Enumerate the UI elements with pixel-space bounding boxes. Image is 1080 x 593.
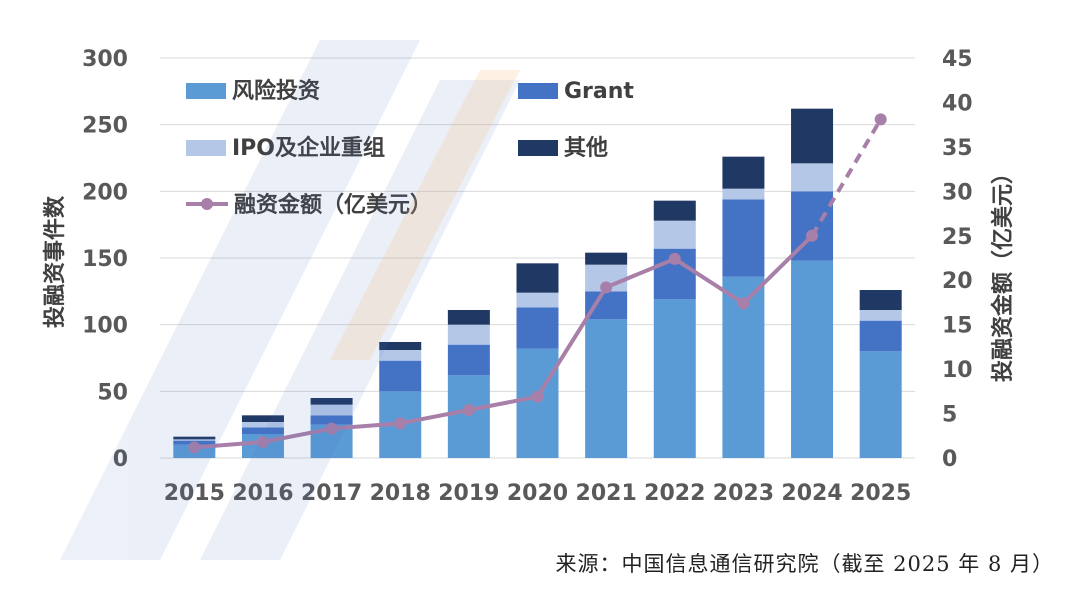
bar-segment [722, 199, 765, 277]
line-point [600, 281, 613, 294]
line-point [325, 422, 338, 435]
bar-segment [722, 156, 765, 189]
legend-label: 风险投资 [232, 78, 320, 104]
bar-segment [859, 290, 902, 310]
bar-segment [241, 427, 284, 434]
legend-swatch [518, 83, 558, 99]
bar-segment [173, 436, 216, 440]
y-left-tick-label: 50 [97, 380, 128, 405]
bar-segment [859, 310, 902, 321]
y-right-tick-label: 5 [942, 403, 957, 428]
legend-swatch [518, 140, 558, 156]
line-point [188, 441, 201, 454]
legend-label: 其他 [564, 136, 608, 161]
y-right-tick-label: 35 [942, 136, 973, 161]
bar-segment [379, 360, 422, 392]
legend-label: 融资金额（亿美元） [234, 192, 432, 218]
legend-line-marker [201, 198, 213, 210]
y-left-axis-title: 投融资事件数 [42, 195, 68, 328]
bar-segment [447, 375, 490, 458]
bar-segment [310, 415, 353, 425]
y-right-tick-label: 30 [942, 180, 973, 205]
y-left-tick-label: 0 [113, 447, 128, 472]
x-tick-label: 2016 [232, 481, 293, 506]
line-point [256, 436, 269, 448]
bar-segment [447, 310, 490, 325]
bar-segment [241, 415, 284, 422]
bar-segment [447, 344, 490, 376]
line-point [737, 297, 750, 310]
line-series-dashed [810, 118, 883, 237]
y-right-tick-label: 15 [942, 314, 973, 339]
bar-segment [722, 188, 765, 200]
y-right-axis-title: 投融资金额（亿美元） [990, 162, 1016, 382]
x-tick-label: 2024 [781, 481, 842, 506]
bar-segment [241, 422, 284, 428]
y-right-tick-label: 0 [942, 447, 957, 472]
x-tick-label: 2018 [370, 481, 431, 506]
bar-segment [173, 439, 216, 441]
y-right-tick-label: 10 [942, 358, 973, 383]
line-point [394, 417, 407, 430]
bar-segment [447, 324, 490, 345]
bar-segment [585, 252, 628, 265]
bar-segment [310, 398, 353, 405]
x-tick-label: 2022 [644, 481, 705, 506]
x-tick-label: 2021 [576, 481, 637, 506]
bar-segment [379, 342, 422, 350]
x-tick-label: 2017 [301, 481, 362, 506]
y-right-tick-label: 20 [942, 269, 973, 294]
line-point [531, 390, 544, 403]
source-note: 来源：中国信息通信研究院（截至 2025 年 8 月） [555, 552, 1054, 576]
line-point [874, 113, 887, 126]
legend-swatch [186, 83, 226, 99]
line-point [462, 404, 475, 416]
bar-segment [653, 220, 696, 249]
y-right-tick-label: 40 [942, 91, 973, 116]
y-left-tick-label: 200 [82, 180, 128, 205]
y-right-tick-label: 45 [942, 47, 973, 72]
legend-label: Grant [564, 79, 634, 104]
bar-segment [516, 307, 559, 349]
bar-segment [585, 319, 628, 458]
bar-segment [653, 200, 696, 221]
bar-segment [379, 350, 422, 361]
y-right-tick-label: 25 [942, 225, 973, 250]
bar-segment [859, 320, 902, 352]
bar-segment [791, 163, 834, 192]
bar-segment [516, 348, 559, 458]
bar-segment [310, 404, 353, 416]
bar-segment [859, 351, 902, 458]
bar-segment [653, 299, 696, 458]
bar-segment [791, 108, 834, 164]
bar-segment [585, 291, 628, 320]
y-left-tick-label: 300 [82, 47, 128, 72]
x-tick-label: 2023 [713, 481, 774, 506]
y-left-tick-label: 250 [82, 114, 128, 139]
y-left-tick-label: 150 [82, 247, 128, 272]
line-series-solid [194, 234, 814, 450]
bar-segment [516, 292, 559, 308]
bar-segment [791, 260, 834, 458]
y-left-tick-label: 100 [82, 314, 128, 339]
legend-swatch [186, 140, 226, 156]
x-tick-label: 2015 [164, 481, 225, 506]
line-point [668, 252, 681, 265]
legend-label: IPO及企业重组 [232, 135, 385, 161]
x-tick-label: 2020 [507, 481, 568, 506]
bar-segment [516, 263, 559, 293]
line-point [806, 229, 819, 242]
x-tick-label: 2025 [850, 481, 911, 506]
x-tick-label: 2019 [438, 481, 499, 506]
